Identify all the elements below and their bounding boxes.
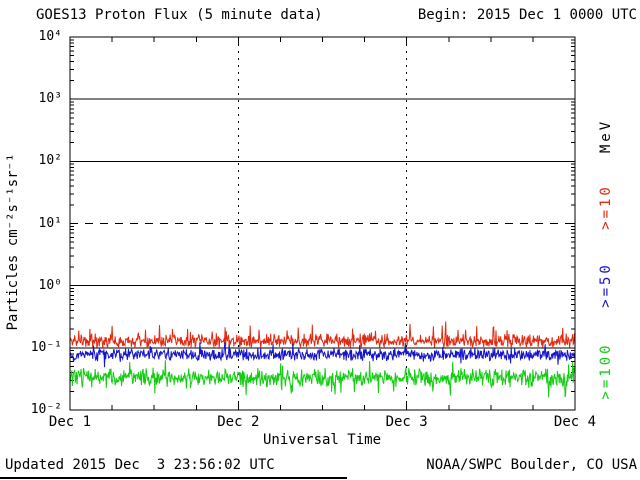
y-axis-title-text: Particles cm⁻²s⁻¹sr⁻¹ bbox=[5, 153, 21, 331]
legend-series-ge10-text: >=10 bbox=[598, 184, 614, 230]
x-tick-label: Dec 2 bbox=[217, 414, 260, 430]
series-line-ge100 bbox=[69, 360, 576, 398]
legend-series-ge100-text: >=100 bbox=[598, 342, 614, 400]
series-line-ge10 bbox=[69, 321, 576, 349]
series-line-ge50 bbox=[69, 342, 576, 368]
y-tick-label: 10⁰ bbox=[38, 277, 62, 293]
y-tick-label: 10³ bbox=[38, 91, 62, 107]
legend-unit-text: MeV bbox=[598, 118, 614, 154]
y-tick-label: 10⁴ bbox=[38, 29, 62, 44]
bottom-border-line bbox=[0, 477, 347, 479]
x-tick-label: Dec 4 bbox=[553, 414, 597, 430]
y-tick-label: 10⁻¹ bbox=[30, 339, 62, 355]
credit-label: NOAA/SWPC Boulder, CO USA bbox=[426, 457, 637, 473]
plot-frame bbox=[69, 36, 576, 411]
updated-timestamp: Updated 2015 Dec 3 23:56:02 UTC bbox=[5, 457, 275, 473]
begin-time-label: Begin: 2015 Dec 1 0000 UTC bbox=[417, 7, 637, 23]
legend-series-ge50-text: >=50 bbox=[598, 262, 614, 308]
y-tick-label: 10¹ bbox=[38, 215, 62, 231]
x-axis-title: Universal Time bbox=[262, 432, 382, 448]
x-tick-label: Dec 1 bbox=[48, 414, 92, 430]
chart-title: GOES13 Proton Flux (5 minute data) bbox=[36, 7, 323, 23]
y-tick-label: 10² bbox=[38, 153, 62, 169]
y-tick-label: 10⁻² bbox=[30, 402, 62, 417]
x-tick-label: Dec 3 bbox=[385, 414, 428, 430]
